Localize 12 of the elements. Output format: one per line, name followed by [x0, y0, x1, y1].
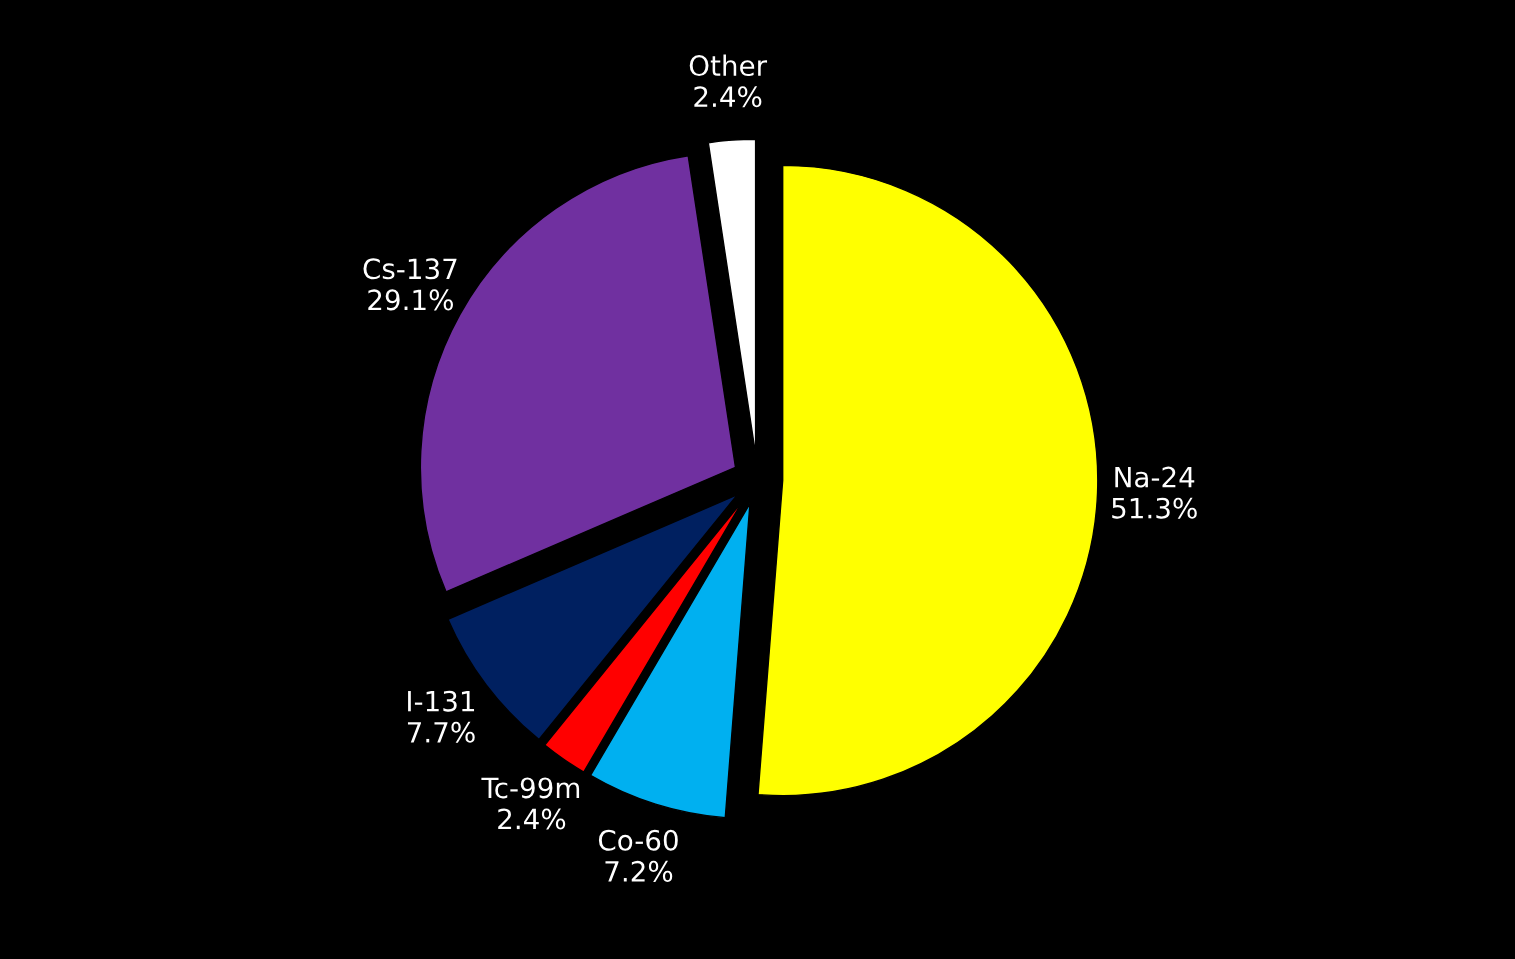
data-label: 7.2% — [605, 860, 673, 882]
slice-label: Co-60 — [598, 829, 678, 851]
slice-label: Other — [689, 54, 768, 77]
slice-label: Cs-137 — [363, 258, 457, 280]
data-label: 2.4% — [694, 86, 762, 108]
data-label: 2.4% — [498, 808, 566, 830]
slice-label: I-131 — [408, 690, 475, 712]
slice-label: Tc-99m — [481, 777, 580, 799]
slice-label: Na-24 — [1115, 466, 1195, 488]
data-label: 29.1% — [368, 289, 453, 311]
data-label: 7.7% — [407, 721, 475, 743]
data-label: 51.3% — [1112, 497, 1197, 519]
